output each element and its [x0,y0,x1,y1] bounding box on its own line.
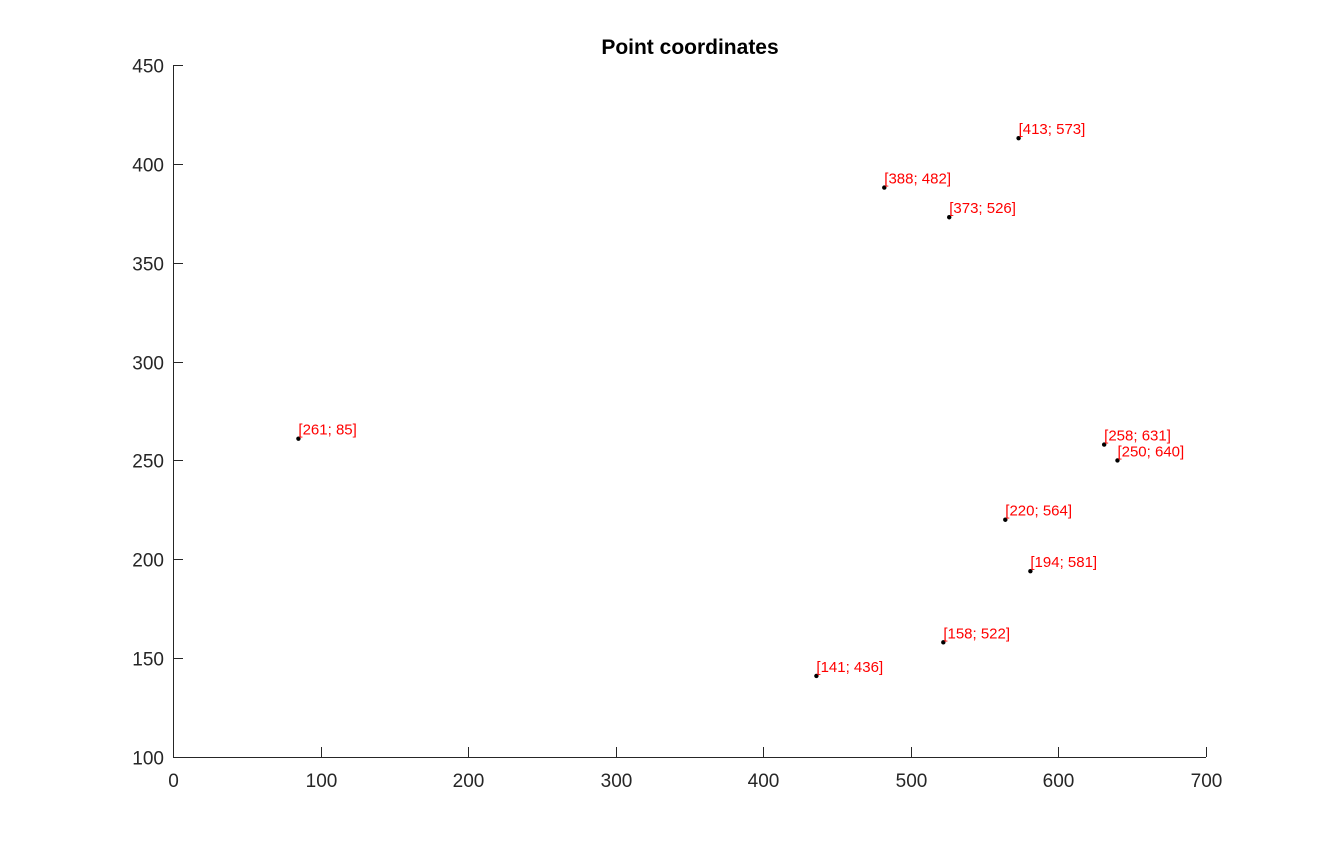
x-tick-label: 300 [601,771,633,792]
data-point-marker [1101,442,1107,447]
x-tick-label: 100 [306,771,338,792]
data-point-label: [258; 631] [1104,428,1171,445]
data-point-marker [1003,517,1008,522]
x-tick-label: 700 [1191,771,1223,792]
y-tick-label: 400 [132,156,164,177]
data-point-label: [158; 522] [943,625,1010,642]
data-point-label: [388; 482] [884,171,951,188]
data-point-marker [941,640,946,645]
x-tick-label: 500 [896,771,928,792]
y-tick-label: 300 [132,354,164,375]
y-tick-label: 250 [132,452,164,473]
x-tick-label: 0 [168,771,179,792]
data-point-marker [1115,458,1120,463]
data-point-marker [814,673,819,679]
x-tick-label: 600 [1043,771,1075,792]
data-point-label: [413; 573] [1019,121,1086,138]
y-tick-label: 100 [132,749,164,770]
y-tick-label: 150 [132,650,164,671]
data-point-marker [1028,568,1033,574]
x-tick-label: 200 [453,771,485,792]
data-points: [413; 573] [388; 482] [373; 526] [261; 85] [… [296,121,1184,679]
data-point-label: [220; 564] [1005,503,1072,520]
y-tick-label: 450 [132,57,164,78]
data-point-marker [1016,135,1021,141]
x-tick-label: 400 [748,771,780,792]
data-point-marker [882,185,887,190]
data-point-marker [296,436,301,441]
data-point-label: [194; 581] [1030,554,1097,571]
axes: 0 100 200 300 400 500 600 700100150200250300350… [132,57,1222,793]
data-point-label: [250; 640] [1117,443,1184,460]
data-point-label: [261; 85] [298,422,356,439]
data-point-marker [947,215,952,220]
y-tick-label: 350 [132,255,164,276]
data-point-label: [141; 436] [816,659,883,676]
data-point-label: [373; 526] [949,200,1016,217]
chart-title: Point coordinates [601,36,778,59]
y-tick-label: 200 [132,551,164,572]
